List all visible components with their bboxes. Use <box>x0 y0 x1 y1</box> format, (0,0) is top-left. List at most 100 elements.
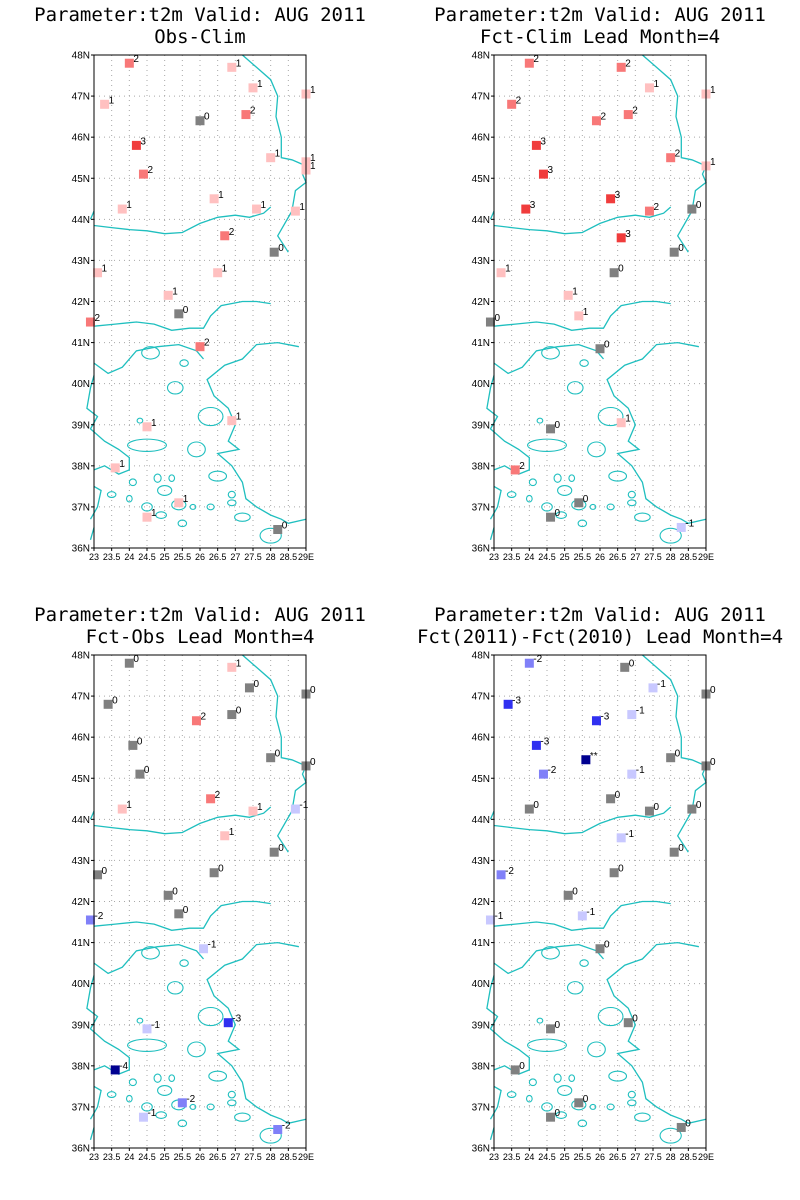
island-outline <box>128 1078 137 1087</box>
station-value-label: 3 <box>530 200 536 211</box>
panel-title: Parameter:t2m Valid: AUG 2011 <box>34 604 366 626</box>
lat-tick-label: 47N <box>72 692 90 703</box>
station-value-label: 2 <box>519 461 525 472</box>
lat-tick-label: 43N <box>72 256 90 267</box>
lon-tick-label: 27.5 <box>244 1152 262 1162</box>
station-value-label: 1 <box>653 79 659 90</box>
station-square <box>85 317 95 327</box>
lon-tick-label: 24 <box>124 552 134 562</box>
island-outline <box>659 527 682 544</box>
station-value-label: 3 <box>625 229 631 240</box>
station-marker: 0 <box>524 800 539 814</box>
lat-tick-label: 46N <box>472 733 490 744</box>
lat-axis: 36N 37N 38N 39N 40N 41N 42N 43N 44N 45N 46N 47N 48N <box>72 51 94 555</box>
station-marker: 0 <box>128 736 143 750</box>
station-square <box>616 233 626 243</box>
station-value-label: 0 <box>555 508 561 519</box>
coastline <box>493 206 672 235</box>
station-value-label: 0 <box>604 340 610 351</box>
island-outline <box>528 1078 537 1087</box>
station-value-label: 0 <box>275 749 281 760</box>
lat-tick-label: 37N <box>472 1102 490 1113</box>
grid-lines <box>94 55 306 548</box>
station-value-label: 0 <box>137 736 143 747</box>
lat-axis: 36N 37N 38N 39N 40N 41N 42N 43N 44N 45N 46N 47N 48N <box>472 51 494 555</box>
island-outline <box>555 511 567 519</box>
lat-tick-label: 37N <box>472 502 490 513</box>
station-square <box>591 116 601 126</box>
station-marker: 1 <box>163 286 178 300</box>
station-value-label: ** <box>590 751 598 762</box>
station-marker: 0 <box>269 843 284 857</box>
station-square <box>581 755 591 765</box>
station-value-label: 0 <box>102 866 108 877</box>
station-value-label: -3 <box>512 695 521 706</box>
station-marker: 1 <box>209 190 224 204</box>
coastlines <box>86 654 307 1144</box>
island-outline <box>579 959 589 967</box>
station-square <box>93 268 103 278</box>
station-marker: -2 <box>496 866 514 880</box>
station-square <box>676 1122 686 1132</box>
island-outline <box>589 503 597 510</box>
station-marker: 0 <box>623 1014 638 1028</box>
lon-tick-label: 24 <box>524 1152 534 1162</box>
island-outline <box>125 494 133 503</box>
station-marker: 3 <box>538 165 553 179</box>
station-marker: 1 <box>227 58 242 72</box>
station-square <box>648 683 658 693</box>
lon-axis: 23 23.5 24 24.5 25 25.5 26 26.5 27 27.5 28 28.5 29E <box>489 548 714 562</box>
station-marker: -1 <box>199 940 217 954</box>
lat-tick-label: 40N <box>72 379 90 390</box>
station-square <box>103 699 113 709</box>
station-marker: -3 <box>591 712 610 726</box>
lon-tick-label: 24.5 <box>538 1152 556 1162</box>
station-square <box>627 769 637 779</box>
island-outline <box>227 490 236 499</box>
station-marker: 2 <box>644 202 659 216</box>
island-outline <box>506 491 517 499</box>
lon-tick-label: 23.5 <box>103 1152 121 1162</box>
island-outline <box>541 502 553 512</box>
station-square <box>227 710 237 720</box>
station-value-label: 0 <box>144 765 150 776</box>
lat-tick-label: 44N <box>472 215 490 226</box>
station-marker: -2 <box>177 1094 196 1108</box>
lon-tick-label: 23 <box>489 1152 499 1162</box>
station-square <box>206 794 216 804</box>
station-value-label: 0 <box>615 790 621 801</box>
station-marker: 1 <box>227 658 242 672</box>
island-outline <box>227 1090 236 1099</box>
coastline <box>493 300 671 331</box>
island-outline <box>506 1091 517 1099</box>
island-outline <box>208 470 228 482</box>
station-marker: 0 <box>546 1108 561 1122</box>
station-square <box>485 915 495 925</box>
station-value-label: 3 <box>547 165 553 176</box>
lon-tick-label: 26 <box>195 1152 205 1162</box>
station-marker: 0 <box>666 749 681 763</box>
coastlines <box>486 54 707 544</box>
station-square <box>142 512 152 522</box>
station-marker: 0 <box>135 765 150 779</box>
island-outline <box>553 473 562 483</box>
lon-tick-label: 29E <box>298 552 314 562</box>
island-outline <box>206 503 215 511</box>
station-marker: 1 <box>142 508 157 522</box>
station-value-label: -1 <box>208 940 217 951</box>
station-square <box>609 268 619 278</box>
station-marker: 0 <box>546 420 561 434</box>
station-marker: -2 <box>85 911 104 925</box>
station-square <box>503 699 513 709</box>
station-value-label: 0 <box>282 521 288 532</box>
lat-tick-label: 41N <box>472 338 490 349</box>
station-square <box>623 110 633 120</box>
island-outline <box>177 519 188 528</box>
island-outline <box>608 470 628 482</box>
lon-tick-label: 28.5 <box>680 552 698 562</box>
station-square <box>110 1065 120 1075</box>
lon-tick-label: 27.5 <box>644 1152 662 1162</box>
island-outline <box>166 381 184 395</box>
